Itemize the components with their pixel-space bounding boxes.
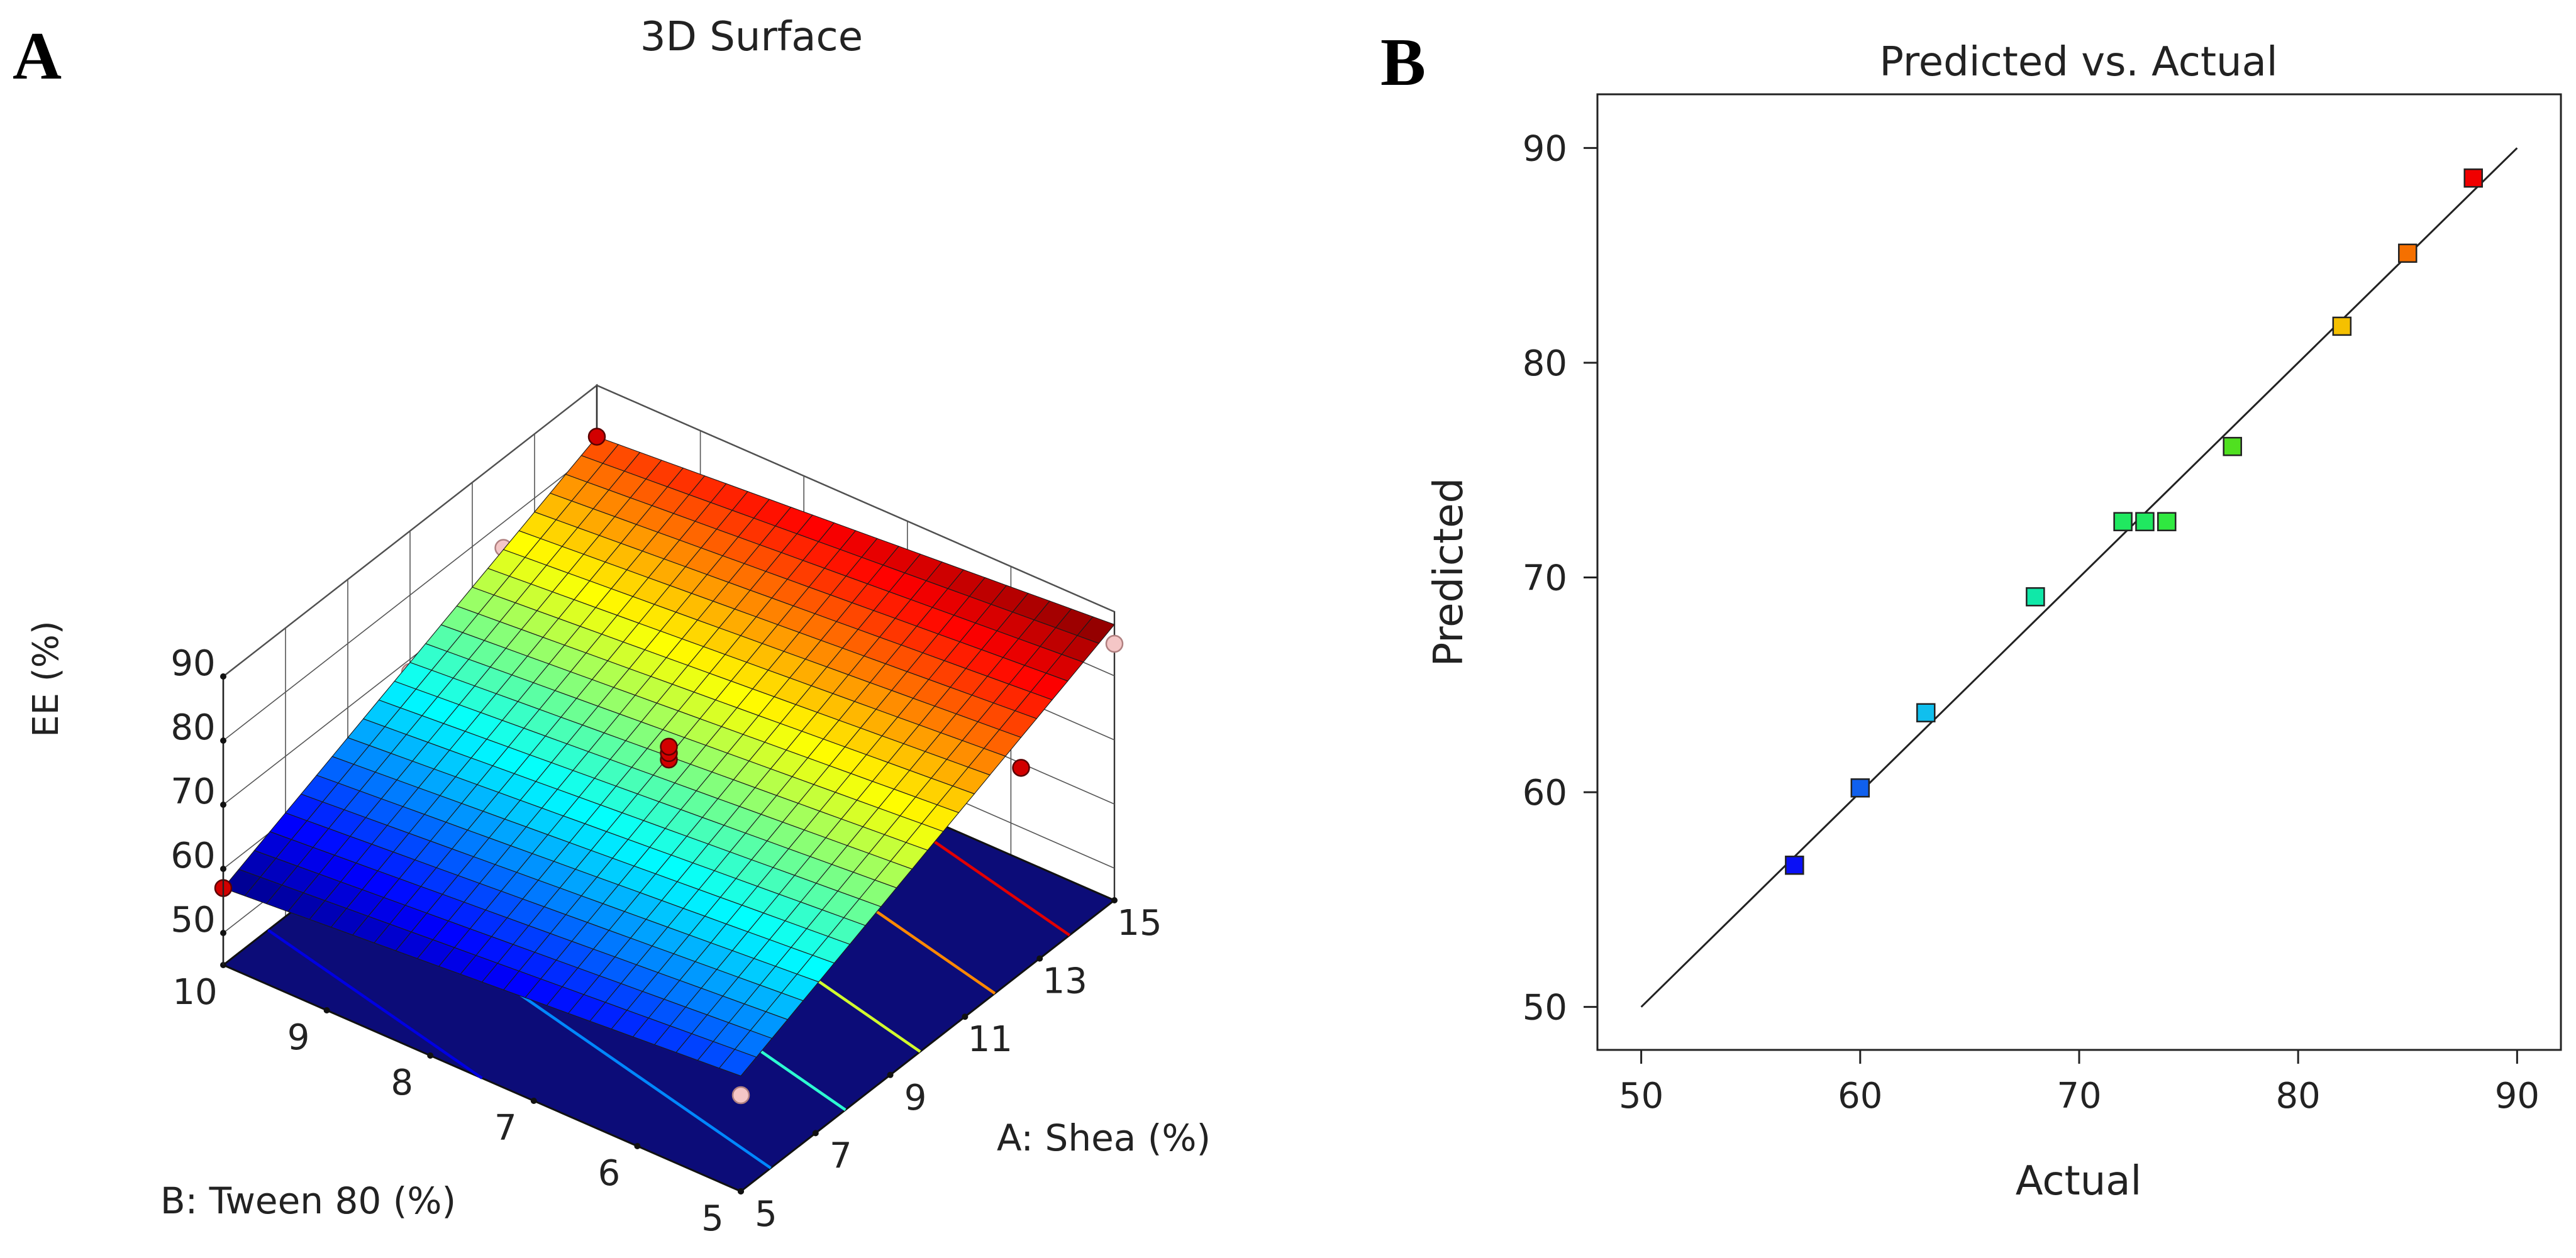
scatter-points: [1785, 168, 2483, 875]
x-tick-mark: [887, 1071, 894, 1078]
x-tick-mark: [812, 1130, 819, 1137]
x-tick-mark: [1111, 897, 1118, 903]
y-tick-mark: [738, 1188, 744, 1195]
x-tick-label: 70: [2057, 1076, 2101, 1117]
z-tick-label: 50: [170, 900, 215, 941]
x-tick-label: 7: [830, 1135, 852, 1176]
x-tick-label: 50: [1619, 1076, 1663, 1117]
surface-zlabel: EE (%): [26, 621, 67, 737]
panel-letter-b: B: [1380, 25, 1426, 100]
surface-ticks: 5 7 9 11 13 15 5 6 7 8 9 10 50 60 70 80 90: [170, 643, 1162, 1239]
surface-chart: 3D Surface 5 7 9 11 13 15 5 6 7 8 9 10 50 60 70 80 90 EE…: [26, 14, 1211, 1239]
wall-grid-line: [223, 385, 1115, 677]
y-tick-label: 8: [391, 1062, 413, 1103]
y-tick-label: 5: [701, 1198, 724, 1239]
scatter-chart: Predicted vs. Actual 50 60 70 80 90 50 60 70 80 9…: [1426, 39, 2562, 1205]
surface-mesh: [223, 436, 1115, 1077]
y-tick-label: 60: [1523, 773, 1567, 814]
design-point: [1105, 634, 1124, 653]
y-tick-label: 90: [1523, 128, 1567, 169]
scatter-point: [2223, 436, 2242, 456]
scatter-point: [2113, 512, 2133, 531]
x-tick-label: 9: [904, 1078, 927, 1118]
z-tick-label: 70: [170, 771, 215, 812]
scatter-point: [2026, 587, 2045, 607]
z-tick-label: 80: [170, 707, 215, 748]
surface-ylabel: B: Tween 80 (%): [160, 1179, 456, 1222]
y-tick-label: 70: [1523, 558, 1567, 599]
scatter-point: [1916, 703, 1936, 722]
surface-above-points: [214, 428, 1030, 897]
z-tick-mark: [220, 802, 226, 808]
scatter-point: [2135, 512, 2155, 531]
x-tick-label: 15: [1117, 903, 1162, 944]
scatter-point: [1850, 778, 1870, 798]
scatter-plot-frame: [1596, 93, 2562, 1051]
z-tick-label: 90: [170, 643, 215, 684]
y-tick-label: 80: [1523, 343, 1567, 384]
x-tick-label: 60: [1838, 1076, 1882, 1117]
x-tick-label: 13: [1043, 961, 1087, 1002]
scatter-point: [2332, 316, 2352, 336]
scatter-reference-line: [1640, 147, 2518, 1008]
y-tick-label: 50: [1523, 988, 1567, 1029]
z-tick-mark: [220, 930, 226, 936]
x-tick-label: 90: [2495, 1076, 2540, 1117]
panel-letter-a: A: [13, 19, 62, 94]
design-point: [660, 737, 678, 756]
z-tick-mark: [220, 737, 226, 744]
x-tick-label: 80: [2276, 1076, 2321, 1117]
scatter-point: [2398, 243, 2418, 263]
y-tick-mark: [634, 1143, 641, 1149]
y-tick-label: 7: [494, 1108, 517, 1149]
z-tick-mark: [220, 673, 226, 680]
x-tick-mark: [962, 1013, 969, 1020]
surface-xlabel: A: Shea (%): [997, 1117, 1211, 1159]
surface-facet: [1077, 616, 1115, 644]
scatter-ticks: 50 60 70 80 90 50 60 70 80 90: [1523, 128, 2540, 1117]
y-tick-label: 10: [172, 972, 217, 1013]
scatter-xlabel: Actual: [2016, 1158, 2142, 1205]
floor-contour-line: [267, 929, 483, 1079]
scatter-point: [2463, 168, 2483, 188]
scatter-ylabel: Predicted: [1426, 478, 1472, 666]
design-point: [1012, 759, 1030, 777]
z-tick-label: 60: [170, 836, 215, 876]
y-tick-mark: [530, 1098, 537, 1104]
scatter-point: [2157, 512, 2177, 531]
x-tick-mark: [1036, 955, 1043, 962]
z-tick-mark: [220, 866, 226, 872]
scatter-title: Predicted vs. Actual: [1879, 39, 2277, 86]
y-tick-mark: [427, 1052, 434, 1059]
design-point: [587, 428, 606, 446]
reference-line: [1640, 147, 2518, 1008]
y-tick-label: 9: [287, 1017, 310, 1058]
y-tick-label: 6: [598, 1153, 621, 1194]
scatter-point: [1785, 855, 1804, 875]
design-point: [731, 1086, 750, 1105]
surface-title: 3D Surface: [640, 14, 863, 60]
y-tick-mark: [323, 1007, 330, 1013]
x-tick-label: 11: [968, 1019, 1013, 1060]
x-tick-label: 5: [755, 1194, 777, 1235]
